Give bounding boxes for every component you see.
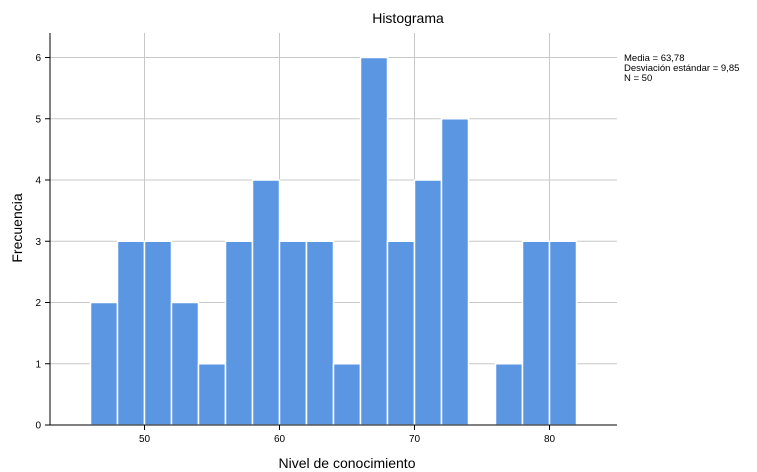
y-tick-label: 1 bbox=[35, 359, 41, 370]
histogram-bar bbox=[89, 301, 119, 426]
histogram-bar bbox=[413, 179, 443, 426]
histogram-bar bbox=[359, 56, 389, 426]
y-tick-label: 5 bbox=[35, 114, 41, 125]
tick-labels: 0 1 2 3 4 5 6 50 60 70 80 bbox=[35, 53, 555, 445]
histogram-bar bbox=[521, 240, 551, 426]
histogram-bar bbox=[494, 363, 524, 426]
histogram-bar bbox=[440, 118, 470, 426]
y-tick-label: 6 bbox=[35, 53, 41, 64]
stat-mean: Media = 63,78 bbox=[624, 53, 684, 64]
x-tick-label: 80 bbox=[544, 434, 556, 445]
y-tick-label: 0 bbox=[35, 421, 41, 432]
histogram-bar bbox=[548, 240, 578, 426]
statistics-box: Media = 63,78 Desviación estándar = 9,85… bbox=[624, 53, 739, 84]
histogram-bar bbox=[143, 240, 173, 426]
x-tick-label: 60 bbox=[274, 434, 286, 445]
stat-std-dev: Desviación estándar = 9,85 bbox=[624, 63, 739, 74]
chart-title: Histograma bbox=[372, 10, 444, 26]
y-tick-label: 2 bbox=[35, 298, 41, 309]
y-tick-label: 3 bbox=[35, 237, 41, 248]
x-tick-label: 70 bbox=[409, 434, 421, 445]
y-tick-label: 4 bbox=[35, 176, 41, 187]
histogram-bar bbox=[197, 363, 227, 426]
histogram-bar bbox=[332, 363, 362, 426]
axes bbox=[45, 33, 617, 430]
x-tick-label: 50 bbox=[139, 434, 151, 445]
stat-n: N = 50 bbox=[624, 73, 652, 84]
histogram-bar bbox=[278, 240, 308, 426]
y-axis-title: Frecuencia bbox=[9, 193, 25, 262]
histogram-bar bbox=[251, 179, 281, 426]
x-axis-title: Nivel de conocimiento bbox=[279, 455, 416, 471]
histogram-bar bbox=[386, 240, 416, 426]
histogram-bar bbox=[116, 240, 146, 426]
histogram-bar bbox=[224, 240, 254, 426]
histogram-bar bbox=[170, 301, 200, 426]
histogram-bar bbox=[305, 240, 335, 426]
